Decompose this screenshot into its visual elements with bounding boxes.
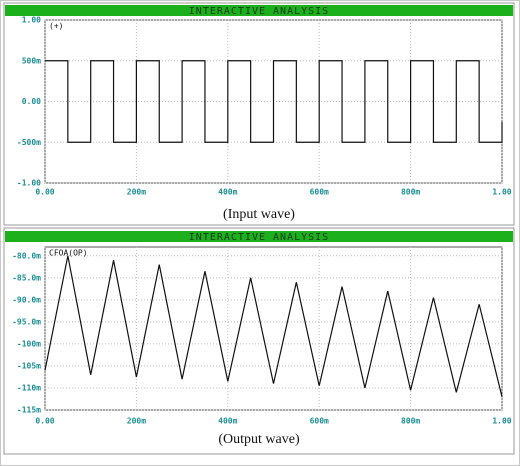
x-tick-label: 200m <box>127 188 146 197</box>
x-tick-label: 800m <box>401 417 420 426</box>
chart-title: INTERACTIVE ANALYSIS <box>189 6 329 17</box>
y-tick-label: 1.00 <box>22 16 41 25</box>
y-tick-label: -500m <box>17 138 41 147</box>
title-bar <box>5 5 513 16</box>
caption: (Output wave) <box>218 432 300 447</box>
y-tick-label: -1.00 <box>17 179 41 188</box>
y-tick-label: -90.0m <box>12 295 41 304</box>
trace-label: (+) <box>49 22 63 31</box>
y-tick-label: 500m <box>22 56 41 65</box>
x-tick-label: 600m <box>310 417 329 426</box>
x-tick-label: 400m <box>218 417 237 426</box>
y-tick-label: -115m <box>17 406 41 415</box>
x-tick-label: 1.00 <box>492 417 511 426</box>
y-tick-label: -110m <box>17 383 41 392</box>
x-tick-label: 0.00 <box>35 417 54 426</box>
y-tick-label: -80.0m <box>12 251 41 260</box>
y-tick-label: -85.0m <box>12 273 41 282</box>
plot-area <box>44 246 503 411</box>
y-tick-label: 0.00 <box>22 97 41 106</box>
y-tick-label: -100m <box>17 339 41 348</box>
x-tick-label: 0.00 <box>35 188 54 197</box>
caption: (Input wave) <box>223 207 295 222</box>
y-tick-label: -95.0m <box>12 317 41 326</box>
x-tick-label: 1.00 <box>492 188 511 197</box>
title-bar <box>5 231 513 242</box>
trace <box>45 60 503 143</box>
x-tick-label: 800m <box>401 188 420 197</box>
x-tick-label: 200m <box>127 417 146 426</box>
trace <box>44 255 503 397</box>
chart-title: INTERACTIVE ANALYSIS <box>189 232 329 243</box>
y-tick-label: -105m <box>17 361 41 370</box>
trace-label: CFOA(OP) <box>49 249 88 258</box>
x-tick-label: 400m <box>218 188 237 197</box>
x-tick-label: 600m <box>310 188 329 197</box>
